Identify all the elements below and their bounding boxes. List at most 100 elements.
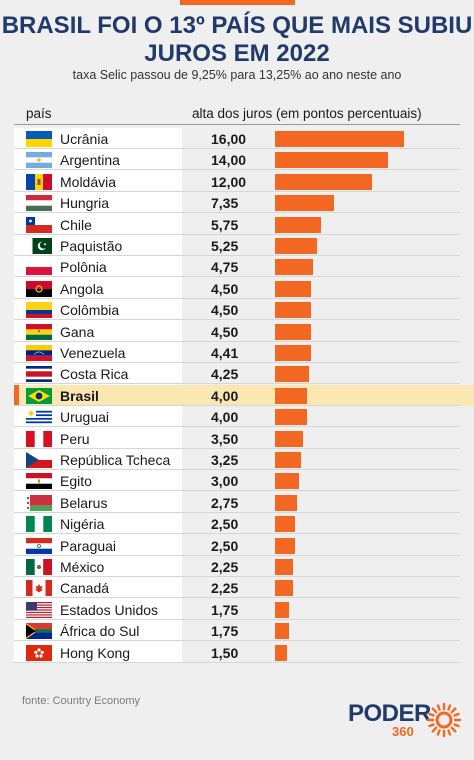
country-label: Peru	[60, 430, 90, 447]
chart-row: Nigéria 2,50	[14, 513, 460, 535]
value-label: 4,75	[211, 259, 239, 276]
chart-row: Costa Rica 4,25	[14, 363, 460, 385]
value-label: 4,50	[211, 323, 239, 340]
value-label: 4,50	[211, 280, 239, 297]
row-divider	[14, 469, 460, 470]
row-divider	[14, 212, 460, 214]
row-divider	[14, 169, 460, 171]
bar	[275, 644, 288, 661]
bar	[275, 409, 308, 426]
row-divider	[14, 319, 460, 321]
chart-row: México 2,25	[14, 556, 460, 577]
country-label: Argentina	[60, 152, 120, 169]
flag-colombia-icon	[26, 302, 52, 319]
value-label: 4,41	[211, 345, 239, 361]
chart-title-line1: BRASIL FOI O 13º PAÍS QUE MAIS SUBIU	[1, 12, 473, 39]
row-divider	[14, 404, 460, 406]
row-divider	[14, 340, 460, 342]
flag-south-africa-icon	[26, 623, 52, 640]
value-label: 2,25	[211, 559, 239, 575]
sun-icon	[426, 702, 462, 738]
value-label: 3,00	[211, 473, 239, 490]
flag-hong-kong-icon	[26, 644, 52, 661]
flag-ghana-icon	[26, 323, 52, 340]
flag-argentina-icon	[26, 152, 52, 169]
country-label: Uruguai	[60, 409, 110, 426]
country-label: Ucrânia	[60, 131, 109, 147]
value-label: 4,00	[211, 387, 239, 404]
chart-title-line2: JUROS EM 2022	[144, 40, 330, 67]
flag-chile-icon	[26, 216, 52, 233]
bar	[275, 494, 298, 511]
row-divider	[14, 233, 460, 235]
chart-row: Chile 5,75	[14, 214, 460, 235]
value-label: 1,75	[211, 623, 239, 640]
row-divider	[14, 276, 460, 278]
flag-hungary-icon	[26, 195, 52, 212]
value-label: 2,75	[211, 494, 239, 511]
bar	[275, 152, 388, 169]
bar	[275, 623, 290, 640]
bar	[275, 580, 294, 597]
country-label: Chile	[60, 216, 92, 233]
country-label: Colômbia	[60, 302, 120, 319]
value-label: 1,50	[211, 644, 239, 661]
bar	[275, 537, 296, 554]
bar	[275, 259, 314, 276]
value-label: 1,75	[211, 601, 239, 618]
country-label: Nigéria	[60, 516, 105, 533]
country-label: Canadá	[60, 580, 110, 597]
chart-row: Uruguai 4,00	[14, 406, 460, 428]
value-label: 14,00	[211, 152, 247, 169]
row-divider	[14, 511, 460, 513]
value-label: 3,50	[211, 430, 239, 447]
bar	[275, 195, 335, 212]
row-divider	[14, 148, 460, 149]
value-label: 16,00	[211, 131, 247, 147]
country-label: Hungria	[60, 195, 110, 212]
bar	[275, 516, 296, 533]
chart-row: Ucrânia 16,00	[14, 128, 460, 149]
value-label: 2,50	[211, 516, 239, 533]
chart-row: República Tcheca 3,25	[14, 449, 460, 470]
value-label: 2,50	[211, 537, 239, 554]
country-label: Estados Unidos	[60, 601, 159, 618]
flag-canada-icon	[26, 580, 52, 597]
value-label: 12,00	[211, 173, 247, 190]
chart-row: Gana 4,50	[14, 321, 460, 342]
flag-moldova-icon	[26, 173, 52, 190]
country-label: Brasil	[60, 387, 99, 404]
value-label: 2,25	[211, 580, 239, 597]
row-divider	[14, 533, 460, 535]
country-label: República Tcheca	[60, 452, 171, 468]
flag-peru-icon	[26, 430, 52, 447]
flag-paraguay-icon	[26, 537, 52, 554]
bar	[275, 345, 311, 361]
value-label: 3,25	[211, 452, 239, 468]
flag-poland-icon	[26, 259, 52, 276]
country-label: Paraguai	[60, 537, 117, 554]
country-label: Costa Rica	[60, 366, 129, 383]
bar	[275, 173, 372, 190]
chart-row: Polônia 4,75	[14, 256, 460, 278]
row-divider	[14, 447, 460, 449]
value-label: 4,00	[211, 409, 239, 426]
row-divider	[14, 426, 460, 428]
chart-row: Hungria 7,35	[14, 192, 460, 214]
bar	[275, 601, 290, 618]
chart-row: Moldávia 12,00	[14, 171, 460, 192]
bar	[275, 430, 304, 447]
country-label: Hong Kong	[60, 644, 131, 661]
country-label: Gana	[60, 323, 95, 340]
value-label: 5,75	[211, 216, 239, 233]
bar	[275, 387, 308, 404]
row-divider	[14, 383, 460, 385]
row-divider	[14, 362, 460, 363]
bar	[275, 452, 302, 468]
column-header-country: país	[26, 106, 52, 121]
bar	[275, 280, 312, 297]
row-divider	[14, 576, 460, 577]
row-divider	[14, 554, 460, 556]
country-label: Egito	[60, 473, 92, 490]
flag-belarus-icon	[26, 494, 52, 511]
